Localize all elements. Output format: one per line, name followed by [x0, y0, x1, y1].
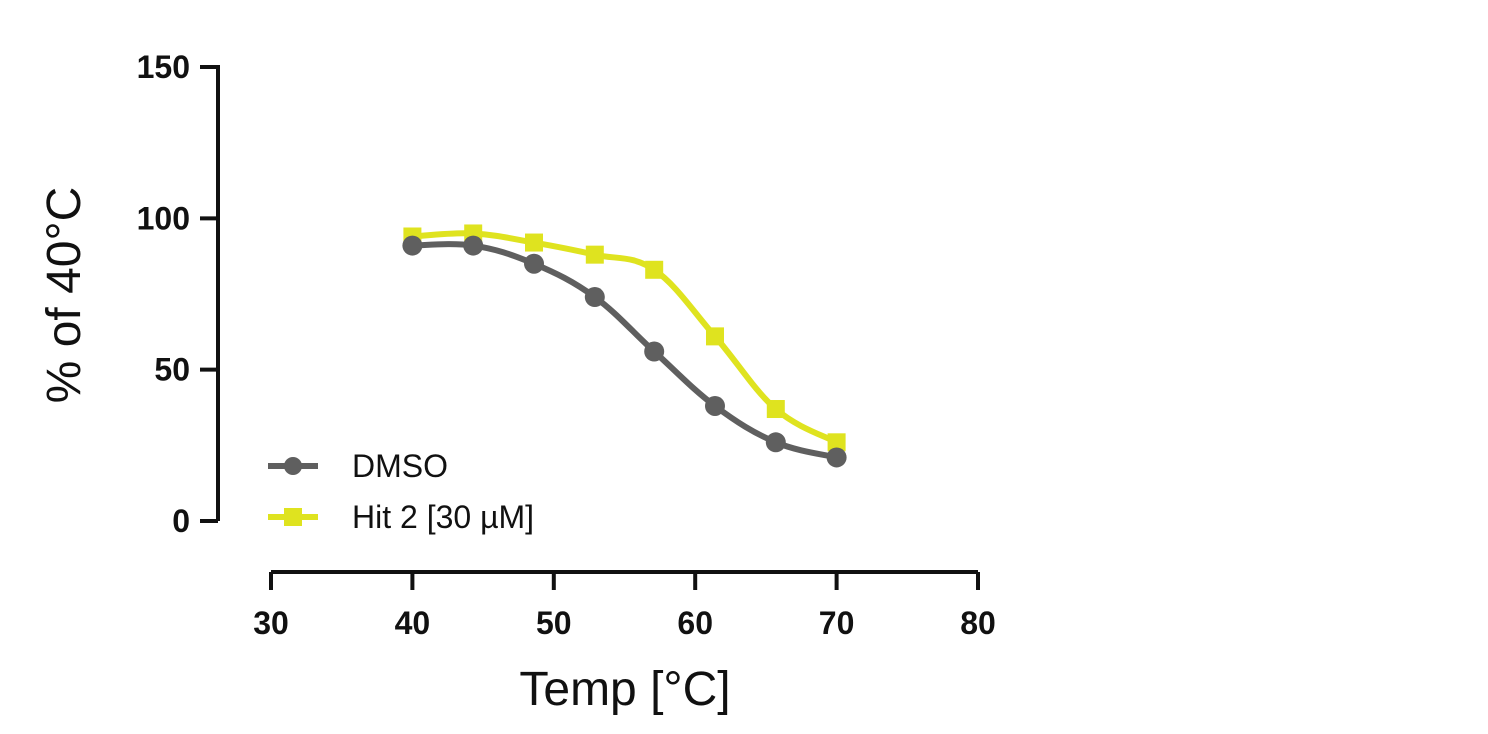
- data-point: [584, 287, 605, 308]
- data-point: [644, 341, 665, 362]
- series-hit2: [403, 224, 846, 452]
- legend-label-dmso: DMSO: [352, 448, 448, 484]
- legend-marker-dmso: [284, 457, 302, 475]
- y-tick-label: 100: [137, 200, 190, 236]
- x-axis: 30 40 50 60 70 80 Temp [°C]: [253, 570, 996, 716]
- legend-label-hit2: Hit 2 [30 µM]: [352, 499, 534, 535]
- series-line: [409, 241, 840, 461]
- x-tick-label: 50: [536, 605, 572, 641]
- data-point: [827, 433, 846, 452]
- x-tick-label: 30: [253, 605, 289, 641]
- data-point: [525, 233, 544, 252]
- x-tick-label: 70: [819, 605, 855, 641]
- legend-marker-hit2: [284, 508, 302, 526]
- x-ticks: 30 40 50 60 70 80: [253, 572, 996, 641]
- data-point: [705, 327, 724, 346]
- series-dmso: [402, 235, 847, 468]
- y-tick-label: 50: [154, 352, 190, 388]
- legend-item-hit2: Hit 2 [30 µM]: [268, 499, 534, 535]
- y-tick-label: 0: [172, 503, 190, 539]
- x-axis-title: Temp [°C]: [519, 663, 730, 716]
- y-tick-label: 150: [137, 49, 190, 85]
- series-layer: [402, 224, 847, 468]
- x-tick-label: 80: [960, 605, 996, 641]
- x-tick-label: 60: [677, 605, 713, 641]
- y-ticks: 0 50 100 150: [137, 49, 218, 539]
- legend: DMSO Hit 2 [30 µM]: [268, 448, 534, 535]
- data-point: [766, 400, 785, 419]
- data-point: [826, 447, 847, 468]
- legend-item-dmso: DMSO: [268, 448, 448, 484]
- data-point: [524, 253, 545, 274]
- data-point: [402, 235, 423, 256]
- data-point: [463, 235, 484, 256]
- x-tick-label: 40: [395, 605, 431, 641]
- y-axis: 0 50 100 150 % of 40°C: [38, 49, 220, 539]
- data-point: [704, 395, 725, 416]
- data-point: [585, 245, 604, 264]
- y-axis-title: % of 40°C: [38, 187, 91, 404]
- data-point: [765, 432, 786, 453]
- data-point: [645, 260, 664, 279]
